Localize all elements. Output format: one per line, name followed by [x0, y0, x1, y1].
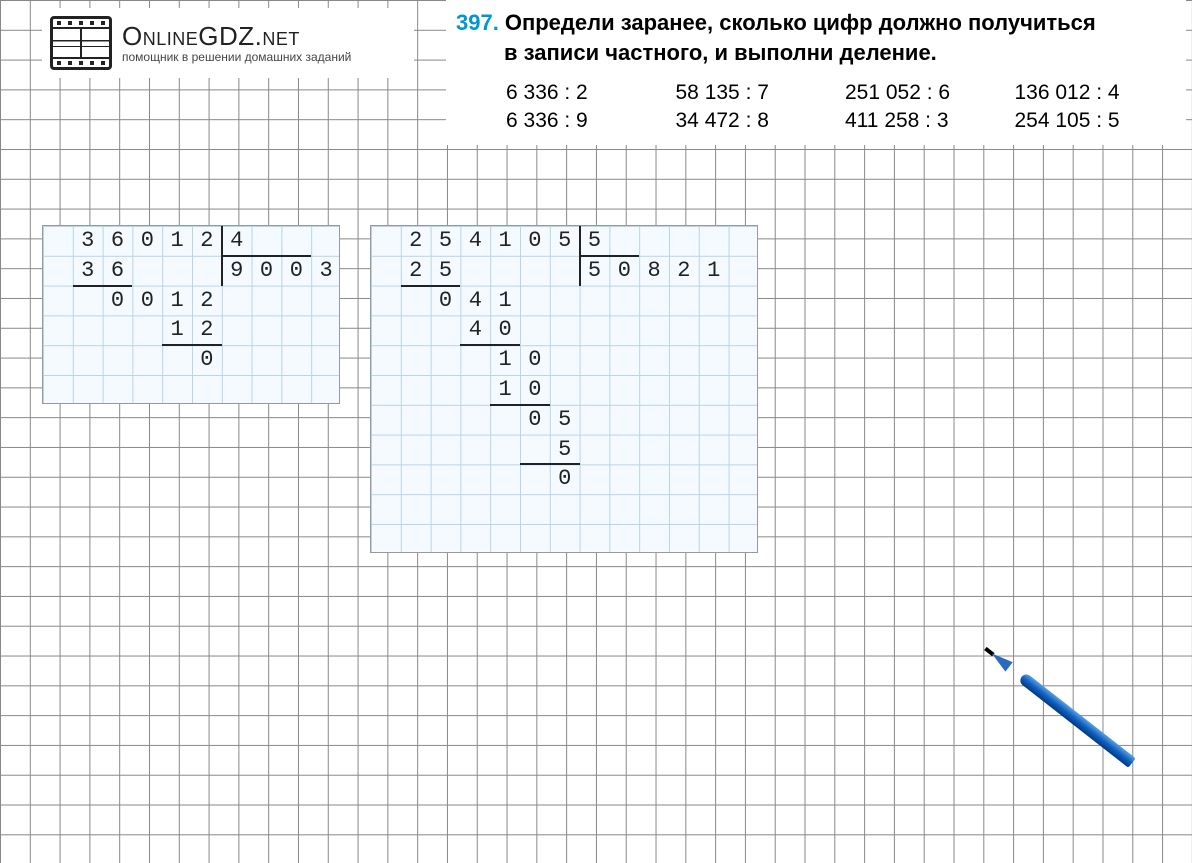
- division-divider-horizontal: [222, 255, 311, 257]
- division-digit: 3: [73, 256, 103, 286]
- division-digit: 2: [192, 315, 222, 345]
- division-underline: [490, 404, 550, 406]
- division-digit: 4: [222, 226, 252, 256]
- long-division-1: 3601243690030012120: [42, 225, 340, 404]
- exercise-item: 254 105 : 5: [1015, 109, 1177, 133]
- division-underline: [460, 344, 520, 346]
- exercise-item: 411 258 : 3: [845, 109, 1007, 133]
- division-digit: 3: [311, 256, 341, 286]
- problem-line-2: в записи частного, и выполни деление.: [504, 40, 937, 65]
- logo-title: OnlineGDZ.net: [122, 22, 351, 51]
- division-digit: 1: [490, 286, 520, 316]
- division-digit: 0: [520, 226, 550, 256]
- division-digit: 2: [192, 286, 222, 316]
- division-digit: 0: [490, 315, 520, 345]
- division-digit: 2: [192, 226, 222, 256]
- exercise-item: 34 472 : 8: [676, 109, 838, 133]
- division-digit: 5: [550, 435, 580, 465]
- division-digit: 1: [162, 315, 192, 345]
- division-digit: 6: [103, 256, 133, 286]
- division-digit: 5: [550, 226, 580, 256]
- logo-book-icon: [50, 16, 112, 70]
- division-digit: 0: [132, 286, 162, 316]
- division-digit: 0: [252, 256, 282, 286]
- division-digit: 1: [162, 226, 192, 256]
- division-digit: 2: [401, 256, 431, 286]
- exercise-grid: 6 336 : 2 58 135 : 7 251 052 : 6 136 012…: [456, 81, 1176, 133]
- division-digit: 8: [639, 256, 669, 286]
- division-digit: 0: [132, 226, 162, 256]
- division-digit: 0: [520, 375, 550, 405]
- division-digit: 5: [431, 226, 461, 256]
- division-digit: 5: [580, 256, 610, 286]
- division-digit: 4: [460, 226, 490, 256]
- division-divider-horizontal: [580, 255, 640, 257]
- division-digit: 2: [669, 256, 699, 286]
- exercise-item: 6 336 : 9: [506, 109, 668, 133]
- division-digit: 5: [431, 256, 461, 286]
- division-digit: 1: [490, 375, 520, 405]
- problem-number: 397.: [456, 10, 499, 35]
- division-digit: 0: [192, 345, 222, 375]
- division-digit: 1: [162, 286, 192, 316]
- division-digit: 3: [73, 226, 103, 256]
- division-digit: 5: [550, 405, 580, 435]
- division-digit: 0: [520, 345, 550, 375]
- division-underline: [401, 285, 461, 287]
- exercise-item: 58 135 : 7: [676, 81, 838, 105]
- exercise-item: 136 012 : 4: [1015, 81, 1177, 105]
- division-digit: 2: [401, 226, 431, 256]
- long-division-2: 254105525508210414010100550: [370, 225, 758, 553]
- division-digit: 9: [222, 256, 252, 286]
- problem-statement: 397.Определи заранее, сколько цифр должн…: [446, 0, 1186, 145]
- division-underline: [520, 463, 580, 465]
- problem-line-1: Определи заранее, сколько цифр должно по…: [505, 10, 1096, 35]
- exercise-item: 6 336 : 2: [506, 81, 668, 105]
- division-digit: 4: [460, 315, 490, 345]
- division-digit: 4: [460, 286, 490, 316]
- division-digit: 1: [490, 345, 520, 375]
- division-digit: 0: [550, 464, 580, 494]
- division-digit: 1: [490, 226, 520, 256]
- division-digit: 0: [281, 256, 311, 286]
- division-digit: 0: [520, 405, 550, 435]
- logo-subtitle: помощник в решении домашних заданий: [122, 51, 351, 64]
- division-digit: 5: [580, 226, 610, 256]
- division-digit: 0: [609, 256, 639, 286]
- division-digit: 6: [103, 226, 133, 256]
- division-digit: 0: [103, 286, 133, 316]
- division-digit: 0: [431, 286, 461, 316]
- exercise-item: 251 052 : 6: [845, 81, 1007, 105]
- site-logo: OnlineGDZ.net помощник в решении домашни…: [42, 8, 414, 78]
- division-underline: [73, 285, 133, 287]
- division-underline: [162, 344, 222, 346]
- division-digit: 1: [699, 256, 729, 286]
